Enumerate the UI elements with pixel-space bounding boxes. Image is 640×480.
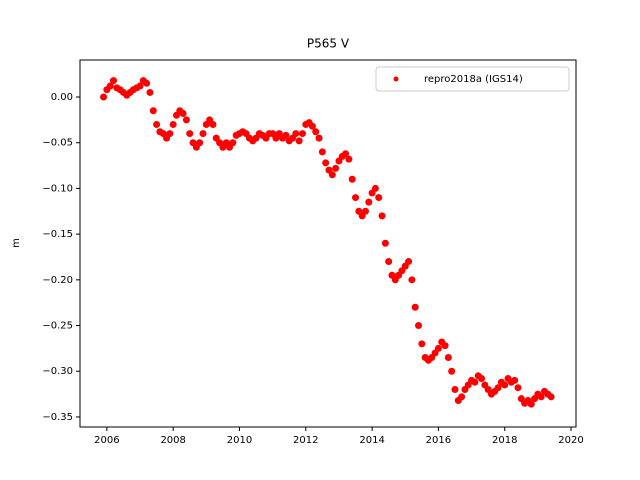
data-point: [405, 258, 413, 266]
x-tick-label: 2014: [359, 435, 384, 446]
data-point: [458, 393, 466, 401]
data-point: [527, 400, 535, 408]
data-point: [375, 194, 383, 202]
x-tick-label: 2012: [293, 435, 318, 446]
data-point: [345, 155, 353, 163]
data-point: [149, 107, 157, 115]
data-point: [169, 120, 177, 128]
x-tick-label: 2020: [558, 435, 583, 446]
data-point: [328, 171, 336, 179]
data-point: [196, 139, 204, 147]
y-tick-label: −0.05: [42, 138, 73, 149]
data-point: [352, 194, 360, 202]
data-point: [109, 77, 117, 85]
data-point: [308, 122, 316, 130]
data-point: [143, 79, 151, 87]
data-point: [365, 198, 373, 206]
data-point: [106, 82, 114, 90]
data-point: [514, 384, 522, 392]
data-point: [381, 239, 389, 247]
data-point: [166, 130, 174, 138]
data-point: [494, 384, 502, 392]
plot-area: [100, 77, 555, 408]
data-point: [136, 82, 144, 90]
axes-frame: [79, 59, 577, 428]
data-point: [182, 116, 190, 124]
data-point: [229, 139, 237, 147]
data-point: [501, 381, 509, 389]
data-point: [448, 367, 456, 375]
data-point: [295, 137, 303, 145]
data-point: [441, 342, 449, 350]
legend-label: repro2018a (IGS14): [424, 74, 523, 85]
y-tick-label: −0.35: [42, 412, 73, 423]
x-tick-label: 2016: [426, 435, 451, 446]
data-point: [332, 164, 340, 172]
x-tick-label: 2006: [94, 435, 119, 446]
data-point: [471, 378, 479, 386]
data-point: [179, 109, 187, 117]
data-point: [348, 175, 356, 183]
data-point: [361, 207, 369, 215]
data-point: [298, 130, 306, 138]
y-tick-label: −0.10: [42, 183, 73, 194]
data-point: [312, 128, 320, 136]
y-tick-label: −0.15: [42, 229, 73, 240]
data-point: [315, 134, 323, 142]
data-point: [511, 376, 519, 384]
y-tick-label: −0.25: [42, 321, 73, 332]
data-point: [418, 340, 426, 348]
data-point: [322, 159, 330, 167]
y-tick-label: −0.20: [42, 275, 73, 286]
data-point: [444, 354, 452, 362]
data-point: [451, 386, 459, 394]
data-point: [385, 258, 393, 266]
y-tick-label: −0.30: [42, 366, 73, 377]
data-point: [371, 184, 379, 192]
legend-box: [375, 66, 570, 92]
data-point: [478, 375, 486, 383]
data-point: [100, 93, 108, 101]
x-tick-label: 2018: [492, 435, 517, 446]
legend-marker: [393, 76, 399, 82]
data-point: [537, 393, 545, 401]
data-point: [153, 120, 161, 128]
data-point: [146, 88, 154, 96]
y-tick-label: 0.00: [51, 92, 73, 103]
data-point: [342, 150, 350, 158]
x-tick-label: 2008: [160, 435, 185, 446]
data-point: [318, 148, 326, 156]
data-point: [209, 120, 217, 128]
data-point: [434, 344, 442, 352]
data-point: [282, 131, 290, 139]
data-point: [378, 212, 386, 220]
data-point: [547, 393, 555, 401]
data-point: [408, 276, 416, 284]
y-axis-label: m: [11, 238, 22, 248]
chart-title: P565 V: [307, 37, 350, 51]
data-point: [411, 303, 419, 311]
data-point: [186, 130, 194, 138]
data-point: [199, 130, 207, 138]
data-point: [292, 130, 300, 138]
x-tick-label: 2010: [227, 435, 252, 446]
data-point: [415, 322, 423, 330]
